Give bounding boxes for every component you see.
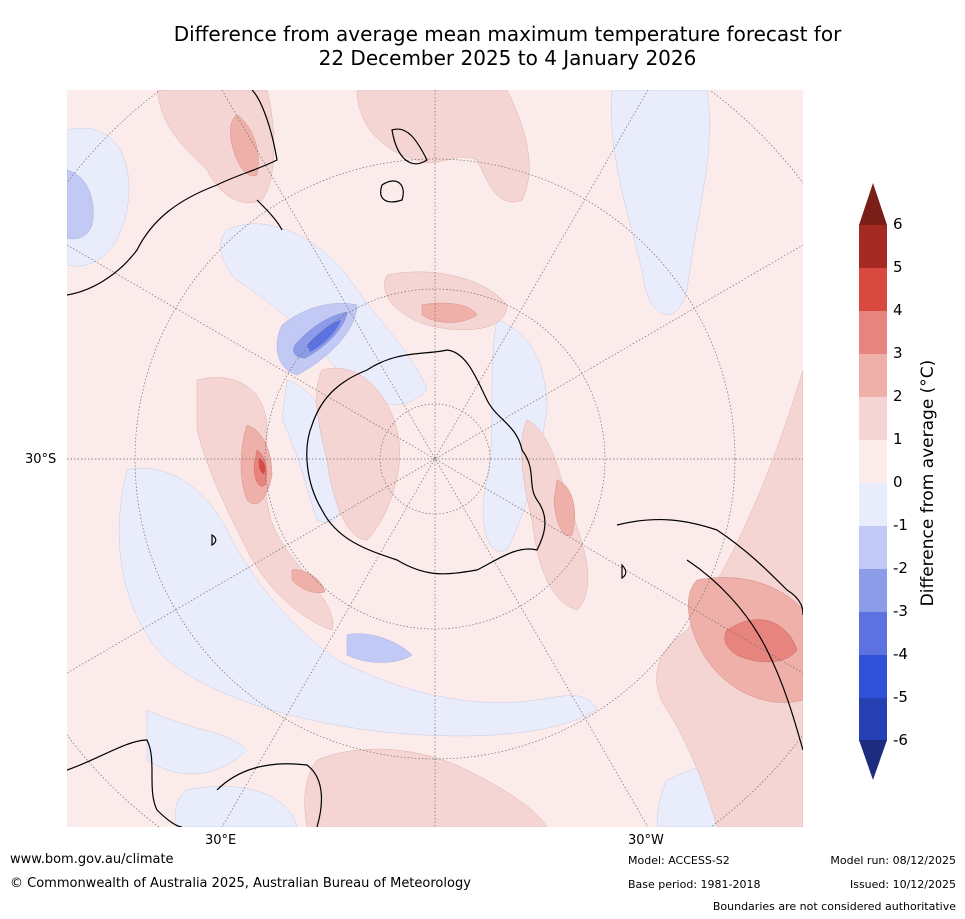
colorbar: 6 5 4 3 2 1 0 -1 -2 -3 -4 -5 -6 xyxy=(845,180,965,790)
colorbar-bin xyxy=(859,397,887,440)
colorbar-bin xyxy=(859,440,887,483)
colorbar-tick: 6 xyxy=(893,215,903,233)
footer-copyright: © Commonwealth of Australia 2025, Austra… xyxy=(10,876,471,891)
colorbar-tick: -5 xyxy=(893,688,908,706)
coastlines xyxy=(67,90,803,827)
colorbar-tick: 5 xyxy=(893,258,903,276)
colorbar-tick: 0 xyxy=(893,473,903,491)
footer-url[interactable]: www.bom.gov.au/climate xyxy=(10,852,174,867)
cool-anomaly-regions-4 xyxy=(307,320,341,352)
colorbar-tick: 4 xyxy=(893,301,903,319)
map-title-line1: Difference from average mean maximum tem… xyxy=(173,22,842,46)
footer-issued: Issued: 10/12/2025 xyxy=(849,878,956,891)
colorbar-bin xyxy=(859,526,887,569)
colorbar-tick: -1 xyxy=(893,516,908,534)
colorbar-tick: 1 xyxy=(893,430,903,448)
colorbar-tick: -2 xyxy=(893,559,908,577)
longitude-label-east: 30°E xyxy=(205,833,237,848)
colorbar-tick: -6 xyxy=(893,731,908,749)
colorbar-bin xyxy=(859,483,887,526)
warm-anomaly-regions-4 xyxy=(258,458,266,474)
temperature-anomaly-map xyxy=(67,90,803,827)
colorbar-over-triangle xyxy=(859,183,887,225)
colorbar-tick: 3 xyxy=(893,344,903,362)
colorbar-tick: -4 xyxy=(893,645,908,663)
footer-disclaimer: Boundaries are not considered authoritat… xyxy=(712,900,956,913)
longitude-label-west: 30°W xyxy=(628,833,664,848)
colorbar-bin xyxy=(859,612,887,655)
latitude-label: 30°S xyxy=(25,452,57,467)
colorbar-title: Difference from average (°C) xyxy=(918,359,938,607)
colorbar-tick: -3 xyxy=(893,602,908,620)
map-canvas xyxy=(67,90,803,827)
footer-base-period: Base period: 1981-2018 xyxy=(628,878,761,891)
colorbar-graphic xyxy=(859,183,887,780)
graticule xyxy=(67,90,803,827)
colorbar-under-triangle xyxy=(859,740,887,780)
colorbar-bin xyxy=(859,268,887,311)
colorbar-bin xyxy=(859,698,887,741)
colorbar-bin xyxy=(859,225,887,268)
colorbar-tick: 2 xyxy=(893,387,903,405)
colorbar-bin xyxy=(859,354,887,397)
footer-model: Model: ACCESS-S2 xyxy=(628,854,730,867)
footer-model-run: Model run: 08/12/2025 xyxy=(830,854,956,867)
colorbar-bin xyxy=(859,311,887,354)
map-title-line2: 22 December 2025 to 4 January 2026 xyxy=(318,46,697,70)
colorbar-bin xyxy=(859,655,887,698)
colorbar-bin xyxy=(859,569,887,612)
